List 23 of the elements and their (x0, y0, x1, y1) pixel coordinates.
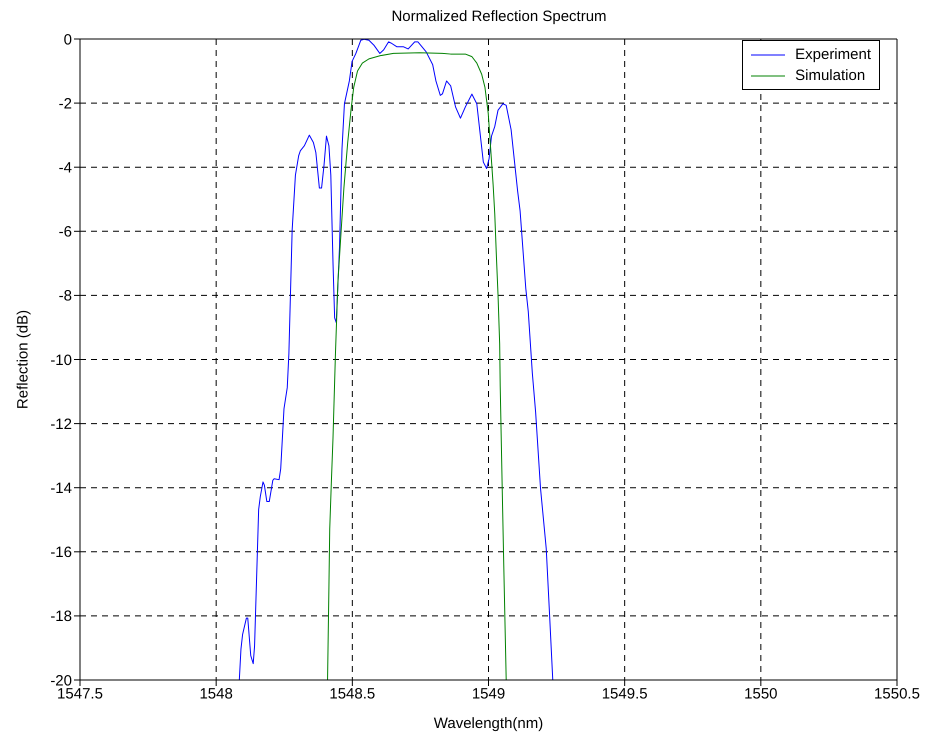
line-series (238, 39, 554, 680)
y-tick-label: -2 (58, 95, 72, 112)
y-axis-title: Reflection (dB) (14, 310, 32, 410)
y-tick-label: -12 (50, 416, 72, 433)
y-tick-label: -18 (50, 608, 72, 626)
y-tick-label: 0 (64, 31, 72, 48)
legend-label: Experiment (795, 46, 871, 63)
x-tick-label: 1550 (744, 686, 778, 703)
line-series (327, 52, 507, 680)
y-tick-label: -6 (58, 224, 72, 241)
y-tick-label: -8 (58, 288, 72, 305)
y-tick-label: -14 (50, 480, 72, 498)
chart-title: Normalized Reflection Spectrum (390, 8, 608, 27)
x-tick-label: 1549.5 (602, 686, 648, 703)
y-tick-label: -10 (50, 352, 72, 369)
x-tick-label: 1549 (472, 686, 506, 703)
y-tick-label: -4 (58, 160, 72, 177)
x-tick-label: 1550.5 (874, 686, 920, 703)
x-tick-label: 1548 (199, 686, 233, 703)
x-axis-title: Wavelength(nm) (434, 715, 544, 732)
legend-label: Simulation (795, 67, 866, 84)
y-tick-label: -16 (50, 544, 72, 562)
x-tick-label: 1548.5 (329, 686, 376, 703)
